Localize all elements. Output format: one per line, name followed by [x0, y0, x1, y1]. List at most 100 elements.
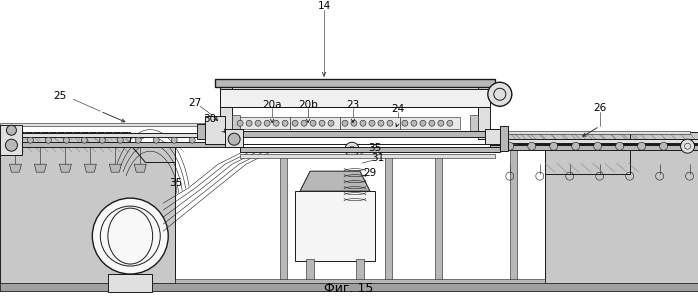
Circle shape: [64, 137, 69, 143]
Circle shape: [351, 120, 357, 126]
Circle shape: [594, 142, 602, 150]
Bar: [385, 156, 392, 283]
Circle shape: [528, 142, 536, 150]
Bar: [490, 139, 697, 143]
Bar: [175, 144, 544, 291]
Circle shape: [264, 120, 270, 126]
Circle shape: [45, 137, 52, 143]
Bar: [220, 79, 232, 139]
Bar: [490, 145, 697, 150]
Bar: [1, 283, 697, 291]
Circle shape: [378, 120, 384, 126]
Polygon shape: [131, 144, 175, 162]
Circle shape: [360, 120, 366, 126]
Text: 30: 30: [204, 114, 217, 124]
Text: 23: 23: [346, 100, 359, 110]
Circle shape: [420, 120, 426, 126]
Polygon shape: [300, 171, 370, 191]
Text: 24: 24: [392, 104, 405, 114]
Circle shape: [506, 142, 514, 150]
Bar: [240, 154, 495, 158]
Circle shape: [301, 120, 307, 126]
Circle shape: [447, 120, 453, 126]
Bar: [220, 89, 490, 107]
Text: 20b: 20b: [298, 100, 318, 110]
Bar: [108, 274, 152, 292]
Polygon shape: [134, 164, 147, 172]
Circle shape: [255, 120, 261, 126]
Circle shape: [273, 120, 279, 126]
Circle shape: [171, 137, 177, 143]
Circle shape: [310, 120, 316, 126]
Bar: [1, 142, 240, 147]
Text: 27: 27: [188, 98, 202, 108]
Circle shape: [660, 142, 667, 150]
Bar: [490, 131, 690, 134]
Circle shape: [681, 139, 695, 153]
Circle shape: [282, 120, 288, 126]
Circle shape: [342, 120, 348, 126]
Circle shape: [616, 142, 623, 150]
Bar: [510, 144, 517, 283]
Circle shape: [246, 120, 252, 126]
Circle shape: [345, 142, 359, 156]
Bar: [232, 115, 240, 131]
Bar: [340, 117, 400, 129]
Circle shape: [135, 137, 141, 143]
Circle shape: [292, 120, 298, 126]
Circle shape: [82, 137, 87, 143]
Text: Фиг. 15: Фиг. 15: [325, 282, 373, 295]
Bar: [500, 126, 508, 151]
Circle shape: [10, 137, 15, 143]
Polygon shape: [1, 132, 175, 291]
Polygon shape: [490, 132, 697, 291]
Circle shape: [6, 125, 17, 135]
Polygon shape: [490, 132, 630, 174]
Circle shape: [228, 133, 240, 145]
Circle shape: [27, 137, 34, 143]
Polygon shape: [10, 164, 22, 172]
Circle shape: [429, 120, 435, 126]
Bar: [1, 125, 22, 155]
Text: 29: 29: [364, 168, 377, 178]
Text: 35: 35: [170, 178, 183, 188]
Text: 31: 31: [371, 153, 385, 163]
Circle shape: [189, 137, 195, 143]
Text: 35: 35: [369, 143, 382, 153]
Bar: [478, 79, 490, 139]
Bar: [290, 117, 340, 129]
Text: 14: 14: [318, 2, 331, 11]
Bar: [470, 115, 478, 131]
Bar: [220, 131, 490, 137]
Bar: [356, 259, 364, 281]
Circle shape: [117, 137, 124, 143]
Circle shape: [319, 120, 325, 126]
Bar: [400, 117, 460, 129]
Bar: [225, 129, 243, 147]
Bar: [1, 123, 235, 126]
Polygon shape: [84, 164, 96, 172]
Circle shape: [369, 120, 375, 126]
Bar: [205, 116, 225, 144]
Polygon shape: [59, 164, 71, 172]
Bar: [1, 133, 240, 137]
Bar: [435, 156, 442, 283]
Polygon shape: [34, 164, 46, 172]
Bar: [235, 117, 290, 129]
Circle shape: [438, 120, 444, 126]
Circle shape: [207, 137, 213, 143]
Circle shape: [681, 142, 690, 150]
Circle shape: [92, 198, 168, 274]
Bar: [220, 89, 490, 107]
Polygon shape: [110, 164, 121, 172]
Circle shape: [550, 142, 558, 150]
Circle shape: [488, 82, 512, 106]
Bar: [295, 191, 375, 261]
Circle shape: [411, 120, 417, 126]
Circle shape: [638, 142, 646, 150]
Circle shape: [572, 142, 580, 150]
Circle shape: [237, 120, 243, 126]
Circle shape: [99, 137, 105, 143]
Bar: [280, 156, 287, 283]
Text: 26: 26: [593, 103, 607, 113]
